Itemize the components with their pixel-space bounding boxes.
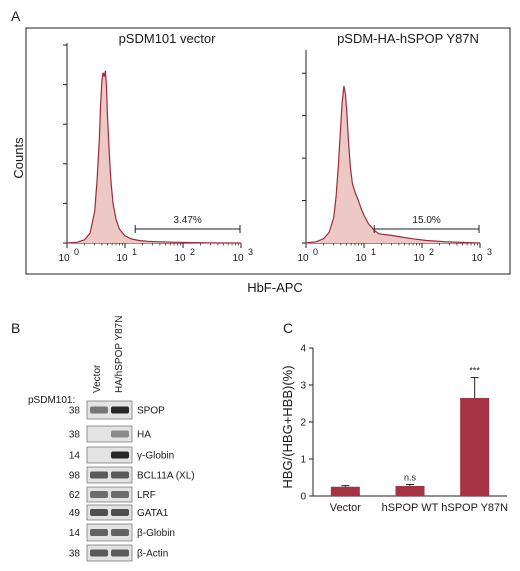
blot-band xyxy=(90,529,108,536)
histogram-vector-line xyxy=(66,70,241,244)
histogram-vector-x-tick-label: 10 xyxy=(58,253,70,264)
blot-strip xyxy=(86,466,133,484)
blot-mw-label: 62 xyxy=(69,490,81,501)
blot-strip xyxy=(86,523,133,542)
panel-label-a: A xyxy=(11,8,21,24)
blot-mw-label: 38 xyxy=(69,549,81,560)
blot-strip xyxy=(86,425,133,443)
panel-a-y-axis-label: Counts xyxy=(11,137,26,179)
blot-band xyxy=(111,549,129,557)
blot-lane-label-y87n: HA/hSPOP Y87N xyxy=(114,316,125,393)
blot-band xyxy=(111,529,129,536)
histogram-y87n-x-tick-exponent: 0 xyxy=(313,247,318,257)
blot-strip xyxy=(86,544,133,562)
blot-strip xyxy=(86,446,133,464)
blot-row-header: pSDM101: xyxy=(28,395,75,406)
histogram-y87n-x-tick-exponent: 2 xyxy=(429,247,434,257)
blot-band xyxy=(111,509,129,516)
blot-mw-label: 14 xyxy=(69,528,81,539)
bar-category-label: Vector xyxy=(330,502,362,514)
blot-band xyxy=(90,406,108,414)
bar-chart-hbg-ratio: HBG/(HBG+HBB)(%) 0 1 2 3 4 Vector n.s hSPOP WT *… xyxy=(280,344,508,515)
blot-protein-label: SPOP xyxy=(137,406,165,417)
panel-label-b: B xyxy=(11,320,20,336)
histogram-y87n-fill xyxy=(306,86,480,243)
histogram-y87n-line xyxy=(305,85,481,244)
bar-chart-y-tick-label: 2 xyxy=(300,418,306,429)
histogram-y87n-x-tick-label: 10 xyxy=(297,253,309,264)
blot-band xyxy=(90,509,108,516)
blot-mw-label: 38 xyxy=(69,406,81,417)
bar-1 xyxy=(330,486,360,496)
blot-band xyxy=(111,451,129,459)
blot-strip xyxy=(86,400,133,420)
blot-mw-label: 98 xyxy=(69,471,81,482)
blot-strip xyxy=(86,486,133,503)
bar-significance-label: n.s xyxy=(404,473,417,483)
blot-mw-label: 14 xyxy=(69,451,81,462)
blot-strip xyxy=(86,504,133,521)
blot-protein-label: LRF xyxy=(137,490,156,501)
bar-chart-y-tick-label: 1 xyxy=(300,455,306,466)
histogram-vector-x-tick-label: 10 xyxy=(174,253,186,264)
western-blot: pSDM101: Vector HA/hSPOP Y87N 38 SPOP 38 HA… xyxy=(28,316,195,562)
panel-label-c: C xyxy=(283,320,293,336)
histogram-vector-x-tick-exponent: 1 xyxy=(132,247,137,257)
bar-category-label: hSPOP Y87N xyxy=(441,502,508,514)
blot-band xyxy=(111,491,129,498)
blot-mw-label: 38 xyxy=(69,430,81,441)
bar-3 xyxy=(460,397,490,496)
blot-protein-label: GATA1 xyxy=(137,508,169,519)
histogram-y87n-x-tick-label: 10 xyxy=(471,253,483,264)
histogram-vector-gate-label: 3.47% xyxy=(173,215,201,226)
blot-mw-label: 49 xyxy=(69,508,81,519)
histogram-vector-x-tick-label: 10 xyxy=(116,253,128,264)
bar-chart-y-tick-label: 4 xyxy=(300,344,306,355)
histogram-y87n-x-tick-exponent: 1 xyxy=(371,247,376,257)
blot-lane-label-vector: Vector xyxy=(92,364,103,393)
histogram-y87n-x-tick-label: 10 xyxy=(355,253,367,264)
bar-chart-y-axis-label: HBG/(HBG+HBB)(%) xyxy=(280,365,295,488)
histogram-vector: pSDM101 vector 10 0 10 1 10 2 10 3 3.47% xyxy=(58,31,253,264)
blot-band xyxy=(111,406,129,414)
blot-protein-label: β-Globin xyxy=(137,528,175,539)
histogram-vector-fill xyxy=(67,70,241,243)
histogram-vector-x-tick-exponent: 2 xyxy=(190,247,195,257)
bar-chart-y-tick-label: 0 xyxy=(300,492,306,503)
blot-band xyxy=(111,430,129,438)
histogram-y87n-gate-label: 15.0% xyxy=(412,215,440,226)
blot-band xyxy=(111,471,129,479)
blot-protein-label: β-Actin xyxy=(137,549,168,560)
bar-chart-y-tick-label: 3 xyxy=(300,381,306,392)
histogram-y87n-title: pSDM-HA-hSPOP Y87N xyxy=(337,31,479,46)
bar-2 xyxy=(395,486,425,496)
histogram-y87n-x-tick-label: 10 xyxy=(413,253,425,264)
panel-a-x-axis-label: HbF-APC xyxy=(247,280,303,295)
histogram-vector-x-tick-exponent: 3 xyxy=(248,247,253,257)
histogram-y87n-x-tick-exponent: 3 xyxy=(487,247,492,257)
bar-category-label: hSPOP WT xyxy=(382,502,439,514)
bar-significance-label: *** xyxy=(469,366,480,376)
histogram-vector-x-tick-label: 10 xyxy=(232,253,244,264)
blot-band xyxy=(90,471,108,479)
histogram-y87n: pSDM-HA-hSPOP Y87N 10 0 10 1 10 2 10 3 15.0% xyxy=(297,31,492,264)
blot-protein-label: γ-Globin xyxy=(137,451,174,462)
blot-band xyxy=(90,549,108,557)
histogram-vector-x-tick-exponent: 0 xyxy=(74,247,79,257)
panel-a-frame xyxy=(25,27,511,275)
blot-protein-label: BCL11A (XL) xyxy=(137,471,195,482)
blot-protein-label: HA xyxy=(137,430,151,441)
blot-band xyxy=(90,491,108,498)
histogram-vector-title: pSDM101 vector xyxy=(119,31,216,46)
